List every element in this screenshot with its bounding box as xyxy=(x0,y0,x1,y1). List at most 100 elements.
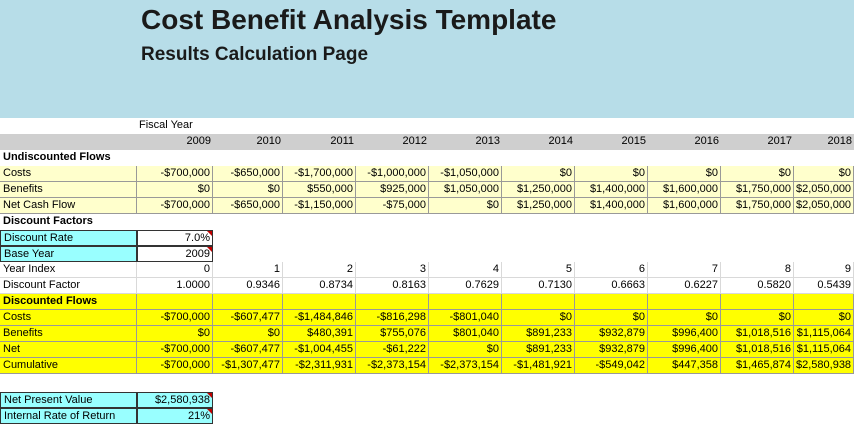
data-cell[interactable]: -$2,373,154 xyxy=(356,358,429,374)
data-cell[interactable]: 0.9346 xyxy=(213,278,283,294)
data-cell[interactable]: $0 xyxy=(575,166,648,182)
data-cell[interactable]: -$549,042 xyxy=(575,358,648,374)
data-cell[interactable]: 0.7130 xyxy=(502,278,575,294)
irr-value[interactable]: 21% xyxy=(137,408,213,424)
data-cell[interactable]: $0 xyxy=(721,166,794,182)
data-cell[interactable]: $801,040 xyxy=(429,326,502,342)
section-fill xyxy=(648,294,721,310)
data-cell[interactable]: -$1,150,000 xyxy=(283,198,356,214)
data-cell[interactable]: -$700,000 xyxy=(137,310,213,326)
data-cell[interactable]: $1,750,000 xyxy=(721,198,794,214)
data-cell[interactable]: $1,115,064 xyxy=(794,342,854,358)
data-cell[interactable]: -$1,484,846 xyxy=(283,310,356,326)
data-cell[interactable]: $447,358 xyxy=(648,358,721,374)
data-cell[interactable]: $891,233 xyxy=(502,342,575,358)
data-cell[interactable]: $0 xyxy=(794,166,854,182)
data-cell[interactable]: -$2,311,931 xyxy=(283,358,356,374)
discounted-net-row: Net -$700,000 -$607,477 -$1,004,455 -$61,222… xyxy=(0,342,854,358)
data-cell[interactable]: $755,076 xyxy=(356,326,429,342)
data-cell[interactable]: $1,018,516 xyxy=(721,342,794,358)
data-cell[interactable]: -$1,307,477 xyxy=(213,358,283,374)
data-cell[interactable]: 0 xyxy=(137,262,213,278)
data-cell[interactable]: -$75,000 xyxy=(356,198,429,214)
data-cell[interactable]: $1,400,000 xyxy=(575,182,648,198)
data-cell[interactable]: $0 xyxy=(137,326,213,342)
data-cell[interactable]: 5 xyxy=(502,262,575,278)
data-cell[interactable]: $932,879 xyxy=(575,342,648,358)
data-cell[interactable]: -$700,000 xyxy=(137,198,213,214)
data-cell[interactable]: $1,600,000 xyxy=(648,182,721,198)
data-cell[interactable]: 9 xyxy=(794,262,854,278)
data-cell[interactable]: $1,250,000 xyxy=(502,198,575,214)
base-year-input[interactable]: 2009 xyxy=(137,246,213,262)
data-cell[interactable]: -$700,000 xyxy=(137,342,213,358)
data-cell[interactable]: 0.6663 xyxy=(575,278,648,294)
cumulative-row: Cumulative -$700,000 -$1,307,477 -$2,311,93… xyxy=(0,358,854,374)
data-cell[interactable]: $1,600,000 xyxy=(648,198,721,214)
data-cell[interactable]: 2 xyxy=(283,262,356,278)
data-cell[interactable]: 0.6227 xyxy=(648,278,721,294)
data-cell[interactable]: $0 xyxy=(575,310,648,326)
data-cell[interactable]: -$650,000 xyxy=(213,198,283,214)
data-cell[interactable]: -$700,000 xyxy=(137,166,213,182)
data-cell[interactable]: $1,400,000 xyxy=(575,198,648,214)
data-cell[interactable]: -$2,373,154 xyxy=(429,358,502,374)
data-cell[interactable]: -$607,477 xyxy=(213,342,283,358)
data-cell[interactable]: $0 xyxy=(648,166,721,182)
data-cell[interactable]: 1 xyxy=(213,262,283,278)
data-cell[interactable]: -$1,700,000 xyxy=(283,166,356,182)
data-cell[interactable]: 6 xyxy=(575,262,648,278)
data-cell[interactable]: 4 xyxy=(429,262,502,278)
data-cell[interactable]: 1.0000 xyxy=(137,278,213,294)
data-cell[interactable]: $0 xyxy=(502,310,575,326)
data-cell[interactable]: $932,879 xyxy=(575,326,648,342)
data-cell[interactable]: $0 xyxy=(137,182,213,198)
data-cell[interactable]: -$816,298 xyxy=(356,310,429,326)
data-cell[interactable]: $550,000 xyxy=(283,182,356,198)
data-cell[interactable]: -$700,000 xyxy=(137,358,213,374)
data-cell[interactable]: 8 xyxy=(721,262,794,278)
data-cell[interactable]: $925,000 xyxy=(356,182,429,198)
data-cell[interactable]: $0 xyxy=(429,342,502,358)
data-cell[interactable]: $480,391 xyxy=(283,326,356,342)
section-header: Undiscounted Flows xyxy=(3,151,111,163)
data-cell[interactable]: $0 xyxy=(794,310,854,326)
data-cell[interactable]: $1,018,516 xyxy=(721,326,794,342)
discount-rate-input[interactable]: 7.0% xyxy=(137,230,213,246)
data-cell[interactable]: 0.5820 xyxy=(721,278,794,294)
data-cell[interactable]: -$61,222 xyxy=(356,342,429,358)
data-cell[interactable]: $0 xyxy=(429,198,502,214)
data-cell[interactable]: -$1,000,000 xyxy=(356,166,429,182)
data-cell[interactable]: $0 xyxy=(502,166,575,182)
data-cell[interactable]: 7 xyxy=(648,262,721,278)
data-cell[interactable]: $0 xyxy=(213,326,283,342)
data-cell[interactable]: $1,250,000 xyxy=(502,182,575,198)
data-cell[interactable]: $0 xyxy=(721,310,794,326)
data-cell[interactable]: $996,400 xyxy=(648,342,721,358)
data-cell[interactable]: $2,580,938 xyxy=(794,358,854,374)
data-cell[interactable]: $891,233 xyxy=(502,326,575,342)
data-cell[interactable]: $1,050,000 xyxy=(429,182,502,198)
data-cell[interactable]: $2,050,000 xyxy=(794,182,854,198)
data-cell[interactable]: 0.5439 xyxy=(794,278,854,294)
data-cell[interactable]: 0.8734 xyxy=(283,278,356,294)
data-cell[interactable]: $0 xyxy=(213,182,283,198)
data-cell[interactable]: -$607,477 xyxy=(213,310,283,326)
npv-value[interactable]: $2,580,938 xyxy=(137,392,213,408)
data-cell[interactable]: -$650,000 xyxy=(213,166,283,182)
data-cell[interactable]: 0.8163 xyxy=(356,278,429,294)
data-cell[interactable]: $0 xyxy=(648,310,721,326)
data-cell[interactable]: -$1,050,000 xyxy=(429,166,502,182)
data-cell[interactable]: -$801,040 xyxy=(429,310,502,326)
data-cell[interactable]: 3 xyxy=(356,262,429,278)
data-cell[interactable]: $1,465,874 xyxy=(721,358,794,374)
header-blank xyxy=(0,134,137,150)
data-cell[interactable]: -$1,004,455 xyxy=(283,342,356,358)
data-cell[interactable]: $1,750,000 xyxy=(721,182,794,198)
data-cell[interactable]: $996,400 xyxy=(648,326,721,342)
data-cell[interactable]: $1,115,064 xyxy=(794,326,854,342)
data-cell[interactable]: -$1,481,921 xyxy=(502,358,575,374)
data-cell[interactable]: 0.7629 xyxy=(429,278,502,294)
fiscal-year-label-row: Fiscal Year xyxy=(0,118,854,134)
data-cell[interactable]: $2,050,000 xyxy=(794,198,854,214)
